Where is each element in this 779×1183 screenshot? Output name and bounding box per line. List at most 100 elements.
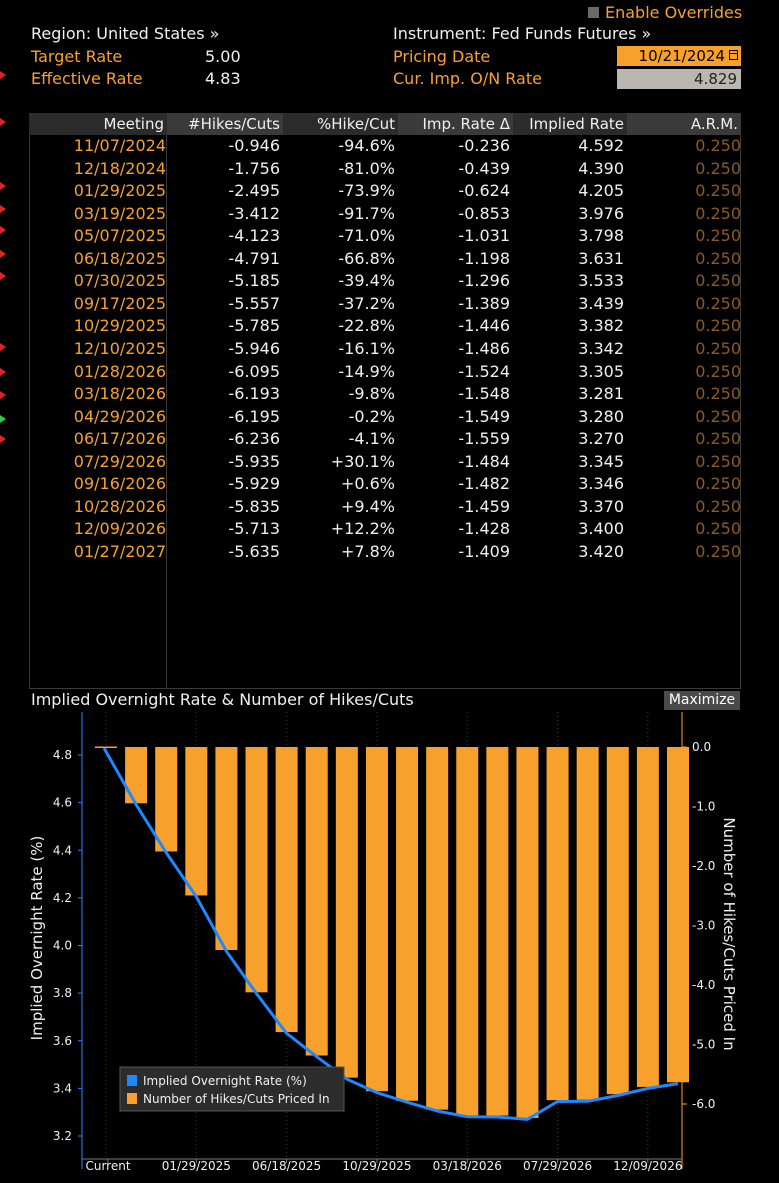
edge-marker-icon (0, 250, 6, 258)
meeting-date: 04/29/2026 (73, 406, 166, 426)
edge-marker-icon (0, 391, 6, 399)
table-row[interactable]: 12/09/2026 -5.713 +12.2% -1.428 3.400 0.250 (29, 518, 741, 541)
bar-hikes-cuts (245, 747, 268, 993)
bar-hikes-cuts (275, 747, 298, 1033)
col-arm[interactable]: A.R.M. (627, 113, 741, 135)
legend-swatch-rate (127, 1075, 137, 1086)
table-row[interactable]: 10/28/2026 -5.835 +9.4% -1.459 3.370 0.250 (29, 496, 741, 519)
pct-hike-cut-value: -73.9% (338, 181, 395, 201)
bar-hikes-cuts (606, 747, 629, 1095)
hikes-cuts-value: -4.123 (228, 226, 280, 246)
table-row[interactable]: 09/16/2026 -5.929 +0.6% -1.482 3.346 0.250 (29, 473, 741, 496)
meeting-date: 10/28/2026 (73, 496, 166, 516)
arm-value: 0.250 (695, 203, 741, 223)
implied-rate-value: 3.798 (578, 226, 624, 246)
x-tick-label: 01/29/2025 (162, 1159, 231, 1173)
right-tick-label: -5.0 (692, 1038, 715, 1052)
enable-overrides-checkbox[interactable]: Enable Overrides (588, 3, 742, 22)
pct-hike-cut-value: +7.8% (340, 541, 395, 561)
implied-rate-value: 3.280 (578, 406, 624, 426)
table-row[interactable]: 01/29/2025 -2.495 -73.9% -0.624 4.205 0.250 (29, 180, 741, 203)
hikes-cuts-value: -5.635 (228, 541, 280, 561)
table-header: Meeting #Hikes/Cuts %Hike/Cut Imp. Rate … (29, 113, 741, 135)
table-row[interactable]: 11/07/2024 -0.946 -94.6% -0.236 4.592 0.250 (29, 135, 741, 158)
table-row[interactable]: 04/29/2026 -6.195 -0.2% -1.549 3.280 0.250 (29, 406, 741, 429)
hikes-cuts-value: -5.929 (228, 474, 280, 494)
bar-hikes-cuts (516, 747, 539, 1119)
table-row[interactable]: 06/18/2025 -4.791 -66.8% -1.198 3.631 0.250 (29, 248, 741, 271)
arm-value: 0.250 (695, 541, 741, 561)
table-row[interactable]: 03/19/2025 -3.412 -91.7% -0.853 3.976 0.250 (29, 203, 741, 226)
edge-marker-icon (0, 205, 6, 213)
right-tick-label: -4.0 (692, 978, 715, 992)
imp-rate-delta-value: -1.409 (458, 541, 510, 561)
region-selector[interactable]: Region: United States » (31, 24, 220, 43)
pct-hike-cut-value: -9.8% (348, 384, 395, 404)
meeting-date: 01/27/2027 (73, 541, 166, 561)
imp-rate-delta-value: -0.236 (458, 136, 510, 155)
pct-hike-cut-value: -94.6% (338, 136, 395, 155)
left-tick-label: 4.0 (53, 939, 72, 953)
right-tick-label: -6.0 (692, 1097, 715, 1111)
imp-rate-delta-value: -1.031 (458, 226, 510, 246)
effective-rate-label: Effective Rate (31, 69, 143, 88)
bar-hikes-cuts (456, 747, 479, 1116)
implied-rate-value: 3.400 (578, 519, 624, 539)
table-row[interactable]: 07/29/2026 -5.935 +30.1% -1.484 3.345 0.250 (29, 451, 741, 474)
edge-marker-icon (0, 71, 6, 79)
table-row[interactable]: 01/27/2027 -5.635 +7.8% -1.409 3.420 0.250 (29, 541, 741, 564)
bar-hikes-cuts (305, 747, 328, 1056)
cur-rate-field[interactable]: 4.829 (617, 69, 741, 89)
implied-rate-value: 3.305 (578, 361, 624, 381)
col-meeting[interactable]: Meeting (29, 113, 167, 135)
col-imp-rate-delta[interactable]: Imp. Rate Δ (398, 113, 513, 135)
pct-hike-cut-value: -22.8% (338, 316, 395, 336)
bar-hikes-cuts (576, 747, 599, 1100)
legend-swatch-hikes (127, 1093, 137, 1104)
pct-hike-cut-value: +9.4% (340, 496, 395, 516)
pct-hike-cut-value: -39.4% (338, 271, 395, 291)
table-row[interactable]: 09/17/2025 -5.557 -37.2% -1.389 3.439 0.250 (29, 293, 741, 316)
imp-rate-delta-value: -1.548 (458, 384, 510, 404)
pct-hike-cut-value: -91.7% (338, 203, 395, 223)
col-pct-hike-cut[interactable]: %Hike/Cut (283, 113, 398, 135)
instrument-selector[interactable]: Instrument: Fed Funds Futures » (393, 24, 652, 43)
checkbox-icon[interactable] (588, 7, 599, 18)
bar-hikes-cuts (667, 747, 689, 1083)
hikes-cuts-value: -0.946 (228, 136, 280, 155)
table-row[interactable]: 12/10/2025 -5.946 -16.1% -1.486 3.342 0.250 (29, 338, 741, 361)
table-row[interactable]: 05/07/2025 -4.123 -71.0% -1.031 3.798 0.250 (29, 225, 741, 248)
calendar-icon[interactable] (729, 50, 738, 60)
x-tick-label: 07/29/2026 (523, 1159, 592, 1173)
imp-rate-delta-value: -1.524 (458, 361, 510, 381)
col-hikes-cuts[interactable]: #Hikes/Cuts (167, 113, 283, 135)
meeting-date: 03/19/2025 (73, 203, 166, 223)
table-row[interactable]: 10/29/2025 -5.785 -22.8% -1.446 3.382 0.250 (29, 315, 741, 338)
hikes-cuts-value: -5.785 (228, 316, 280, 336)
hikes-cuts-value: -4.791 (228, 248, 280, 268)
table-row[interactable]: 07/30/2025 -5.185 -39.4% -1.296 3.533 0.250 (29, 270, 741, 293)
chart-legend (119, 1066, 345, 1112)
table-row[interactable]: 01/28/2026 -6.095 -14.9% -1.524 3.305 0.250 (29, 361, 741, 384)
meeting-date: 12/09/2026 (73, 519, 166, 539)
imp-rate-delta-value: -1.559 (458, 429, 510, 449)
col-implied-rate[interactable]: Implied Rate (513, 113, 627, 135)
pricing-date-label: Pricing Date (393, 47, 491, 66)
table-row[interactable]: 03/18/2026 -6.193 -9.8% -1.548 3.281 0.250 (29, 383, 741, 406)
left-tick-label: 3.4 (53, 1081, 72, 1095)
arm-value: 0.250 (695, 384, 741, 404)
maximize-button[interactable]: Maximize (664, 691, 740, 710)
implied-rate-value: 3.346 (578, 474, 624, 494)
target-rate-value: 5.00 (205, 47, 241, 66)
implied-rate-value: 4.390 (578, 158, 624, 178)
edge-marker-icon (0, 368, 6, 376)
table-row[interactable]: 06/17/2026 -6.236 -4.1% -1.559 3.270 0.250 (29, 428, 741, 451)
pct-hike-cut-value: -16.1% (338, 338, 395, 358)
bar-hikes-cuts (365, 747, 388, 1092)
left-tick-label: 4.4 (53, 843, 72, 857)
column-divider (166, 135, 167, 688)
meeting-date: 07/30/2025 (73, 271, 166, 291)
edge-marker-icon (0, 272, 6, 280)
table-row[interactable]: 12/18/2024 -1.756 -81.0% -0.439 4.390 0.250 (29, 158, 741, 181)
pricing-date-field[interactable]: 10/21/2024 (617, 46, 741, 66)
